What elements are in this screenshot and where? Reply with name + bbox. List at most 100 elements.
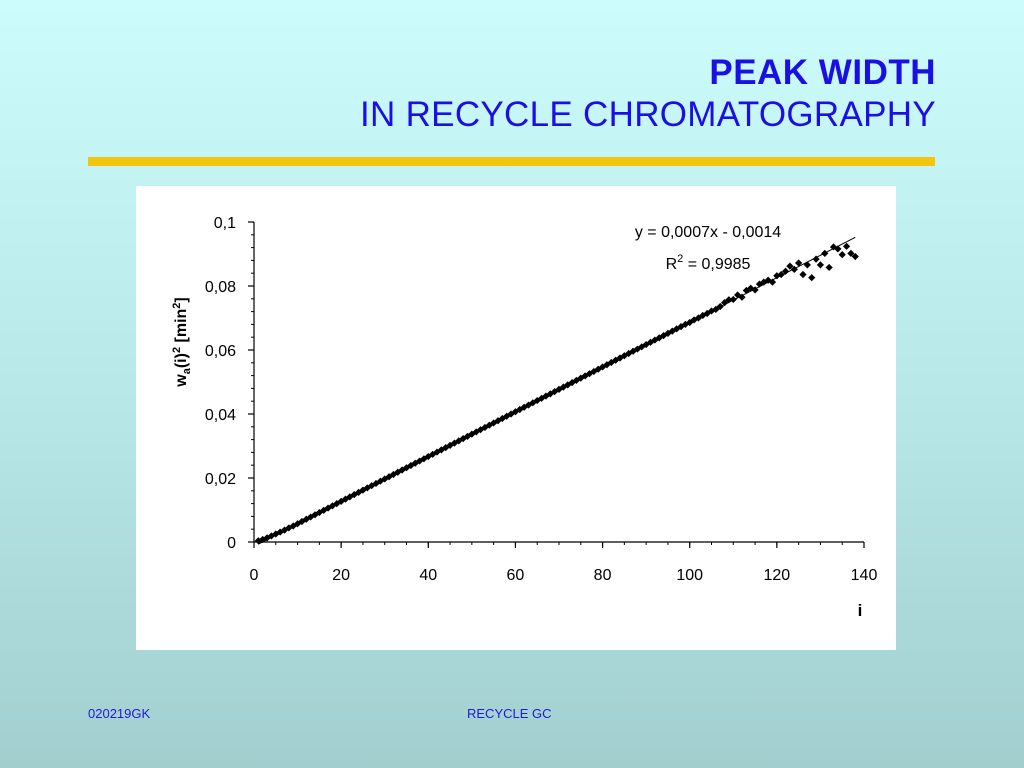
y-axis-label: wa(i)2 [min2] (171, 297, 193, 387)
data-point (389, 470, 398, 479)
x-axis-label: i (858, 601, 863, 620)
data-point (821, 249, 829, 257)
r-squared-label: R2 = 0,9985 (666, 253, 751, 273)
data-point (267, 532, 276, 540)
data-point (276, 528, 284, 536)
chart-panel: 0 0,02 0,04 0,06 0,08 0,1 0 20 40 60 80 100 120 140 i w… (136, 186, 896, 650)
data-point (668, 327, 676, 335)
slide-title: PEAK WIDTH IN RECYCLE CHROMATOGRAPHY (360, 52, 936, 136)
data-point (677, 323, 685, 331)
data-point (285, 524, 293, 532)
data-point (516, 405, 524, 414)
data-point (468, 430, 476, 438)
y-tick-label: 0 (227, 535, 236, 552)
y-axis-label-unit-sup: 2 (171, 303, 183, 309)
data-point (808, 274, 816, 282)
y-tick-label: 0,04 (205, 407, 236, 424)
data-point (511, 408, 520, 416)
regression-equation: y = 0,0007x - 0,0014 (635, 224, 781, 241)
data-point (699, 311, 707, 320)
data-point (590, 367, 598, 376)
data-point (572, 376, 581, 384)
data-point (603, 361, 611, 369)
data-point (625, 349, 633, 358)
data-point (546, 390, 554, 398)
data-point (385, 473, 393, 481)
data-point (415, 457, 424, 465)
data-point (825, 263, 833, 272)
r-squared-value: = 0,9985 (683, 256, 750, 273)
data-point (363, 484, 371, 492)
x-tick-label: 60 (507, 567, 525, 584)
data-point (725, 296, 733, 304)
x-tick-label: 100 (676, 567, 703, 584)
data-point (498, 414, 506, 423)
title-line-1: PEAK WIDTH (709, 53, 936, 92)
data-point (481, 423, 489, 432)
x-tick-label: 80 (594, 567, 612, 584)
x-tick-label: 40 (419, 567, 437, 584)
data-point (851, 252, 859, 261)
data-point (812, 255, 820, 263)
data-point (620, 352, 628, 360)
data-point (842, 242, 851, 250)
data-point (781, 267, 790, 275)
data-point (612, 356, 620, 364)
data-point (747, 284, 755, 292)
y-tick-label: 0,02 (205, 471, 236, 488)
data-point (490, 419, 498, 427)
data-point (607, 358, 615, 367)
data-point (333, 500, 341, 508)
data-point (450, 439, 459, 447)
data-point (437, 446, 445, 454)
data-point (542, 392, 550, 400)
y-tick-label: 0,06 (205, 343, 236, 360)
x-tick-label: 140 (851, 567, 878, 584)
data-point (551, 388, 559, 396)
data-point (729, 295, 737, 304)
data-point (529, 399, 537, 407)
title-divider (88, 157, 935, 166)
r-squared-sup: 2 (677, 253, 683, 265)
data-point (407, 461, 415, 470)
data-point (834, 245, 842, 253)
data-point (259, 535, 267, 544)
data-point (302, 515, 310, 523)
y-tick-label: 0,08 (205, 279, 236, 296)
data-point (673, 325, 681, 333)
data-point (773, 272, 781, 280)
data-point (381, 475, 389, 483)
data-point (799, 270, 807, 279)
data-point (254, 537, 262, 545)
footer-title: RECYCLE GC (467, 706, 552, 721)
data-point (594, 365, 602, 373)
data-point (764, 276, 772, 284)
y-tick-label: 0,1 (214, 215, 236, 232)
x-tick-label: 0 (250, 567, 259, 584)
data-point (577, 374, 585, 382)
data-point (533, 396, 541, 405)
data-point (838, 251, 846, 259)
y-axis-label-mid: (i) (173, 353, 190, 368)
y-axis-label-w: w (173, 374, 190, 388)
y-axis-label-sup: 2 (171, 347, 183, 353)
title-line-2: IN RECYCLE CHROMATOGRAPHY (359, 95, 936, 134)
data-point (307, 513, 315, 521)
r-squared-base: R (666, 256, 678, 273)
y-axis-label-sub: a (181, 367, 193, 374)
data-point (638, 343, 646, 351)
data-point (420, 455, 428, 463)
data-point (633, 345, 642, 353)
data-point (328, 502, 337, 510)
scatter-chart: 0 0,02 0,04 0,06 0,08 0,1 0 20 40 60 80 100 120 140 i w… (171, 215, 878, 620)
data-point (646, 338, 655, 346)
x-tick-label: 20 (332, 567, 350, 584)
data-point (847, 249, 855, 257)
data-point (642, 340, 650, 349)
data-point (459, 435, 467, 443)
data-point (559, 383, 567, 391)
data-point (280, 526, 289, 534)
data-point (803, 261, 811, 269)
data-point (816, 261, 825, 269)
footer-code: 020219GK (88, 706, 151, 721)
